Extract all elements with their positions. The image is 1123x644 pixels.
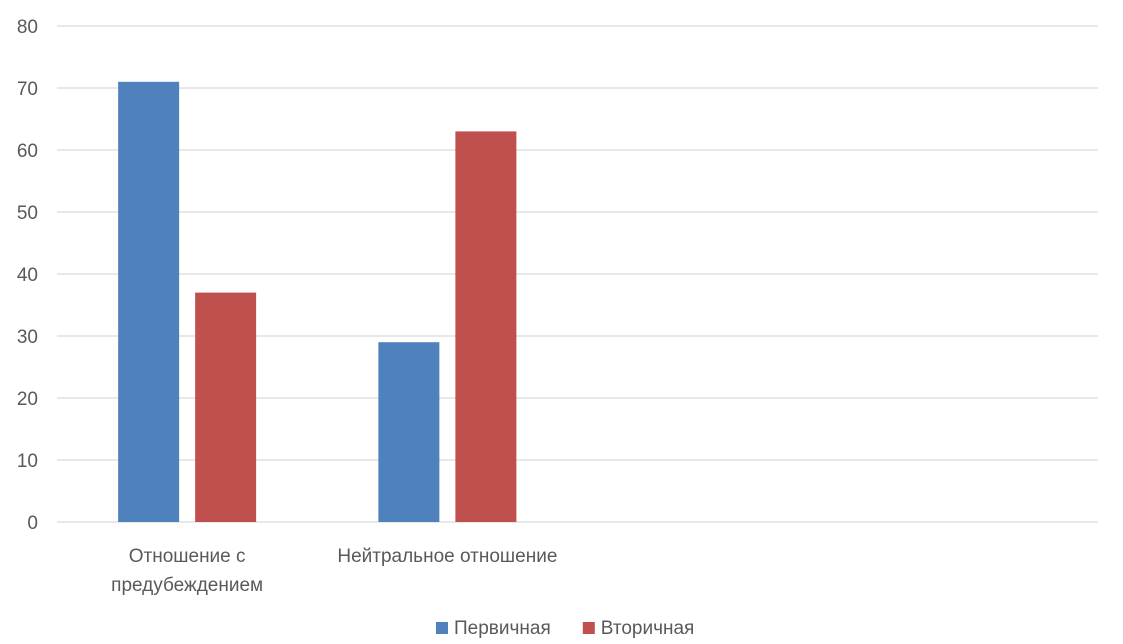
legend-swatch	[582, 622, 595, 634]
legend-label: Вторичная	[601, 618, 695, 639]
y-tick-label: 80	[17, 17, 38, 38]
y-tick-label: 10	[17, 451, 38, 472]
x-axis-categories: Отношение с предубеждением Нейтральное отн…	[111, 546, 557, 596]
bars	[118, 81, 517, 523]
legend-label: Первичная	[454, 618, 551, 639]
y-tick-label: 70	[17, 79, 38, 100]
y-tick-label: 30	[17, 327, 38, 348]
bar-primary-1	[378, 342, 440, 522]
y-axis-ticks: 0 10 20 30 40 50 60 70 80	[17, 17, 38, 534]
y-tick-label: 60	[17, 141, 38, 162]
x-category-label: Нейтральное отношение	[337, 546, 557, 567]
bar-primary-0	[118, 81, 180, 523]
legend-swatch	[436, 622, 448, 634]
bar-secondary-0	[195, 292, 257, 522]
x-category-label: Отношение с предубеждением	[111, 546, 263, 596]
y-tick-label: 40	[17, 265, 38, 286]
x-category-label-line: Отношение с	[129, 546, 246, 567]
legend: Первичная Вторичная	[436, 618, 694, 639]
x-category-label-line: предубеждением	[111, 575, 263, 596]
y-tick-label: 20	[17, 389, 38, 410]
x-category-label-line: Нейтральное отношение	[337, 546, 557, 567]
y-tick-label: 0	[27, 513, 38, 534]
bar-secondary-1	[455, 131, 517, 522]
y-tick-label: 50	[17, 203, 38, 224]
